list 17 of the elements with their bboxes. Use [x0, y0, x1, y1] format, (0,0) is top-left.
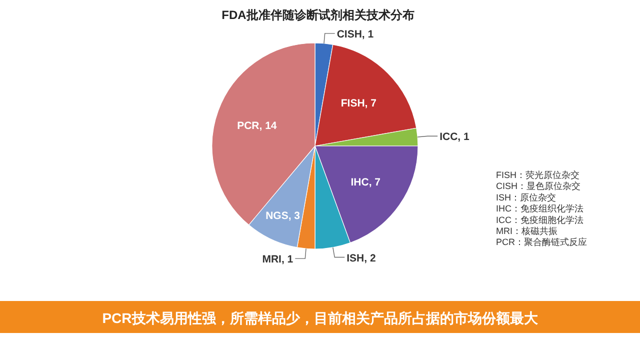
- text: ISH：原位杂交: [496, 192, 556, 202]
- text: ICC：免疫细胞化学法: [496, 214, 584, 225]
- slice-label: NGS, 3: [266, 210, 300, 222]
- slice-label: ICC, 1: [440, 131, 470, 144]
- text: FISH：荧光原位杂交: [496, 170, 580, 180]
- slice-label: CISH, 1: [336, 28, 374, 40]
- text: MRI：核磁共振: [496, 226, 558, 236]
- slice-label: FISH, 7: [340, 97, 377, 110]
- text: PCR技术易用性强，所需样品少，目前相关产品所占据的市场份额最大: [102, 310, 539, 326]
- slice-label: ISH, 2: [346, 252, 376, 264]
- text: PCR：聚合酶链式反应: [496, 237, 588, 248]
- text: CISH：显色原位杂交: [496, 181, 581, 192]
- slice-label: IHC, 7: [350, 176, 381, 188]
- slice-label: PCR, 14: [237, 120, 277, 132]
- slice-label: MRI, 1: [262, 254, 294, 266]
- chart-title: FDA批准伴随诊断试剂相关技术分布: [222, 8, 414, 22]
- text: IHC：免疫组织化学法: [496, 204, 584, 214]
